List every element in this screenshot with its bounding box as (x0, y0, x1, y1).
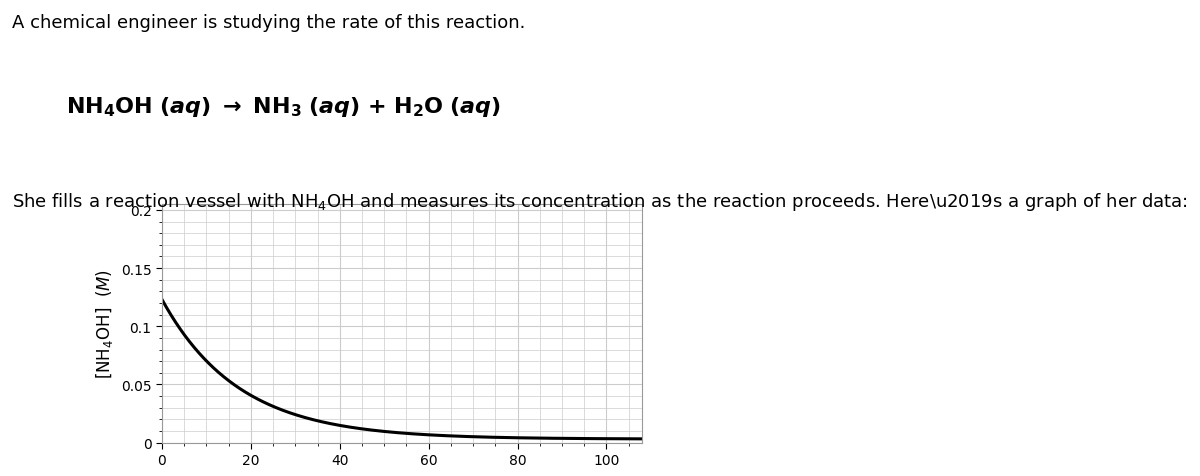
X-axis label: $\mathit{t}$ (s): $\mathit{t}$ (s) (385, 473, 419, 476)
Text: A chemical engineer is studying the rate of this reaction.: A chemical engineer is studying the rate… (12, 14, 526, 32)
Text: She fills a reaction vessel with $\mathrm{NH_4OH}$ and measures its concentratio: She fills a reaction vessel with $\mathr… (12, 190, 1188, 212)
Text: $\mathbf{NH_4OH}\ \boldsymbol{(aq)}\ \mathbf{\rightarrow}\ \mathbf{NH_3}\ \bolds: $\mathbf{NH_4OH}\ \boldsymbol{(aq)}\ \ma… (66, 95, 500, 119)
Y-axis label: $\mathregular{[NH_4OH]}$  $\mathit{(M)}$: $\mathregular{[NH_4OH]}$ $\mathit{(M)}$ (95, 269, 115, 378)
